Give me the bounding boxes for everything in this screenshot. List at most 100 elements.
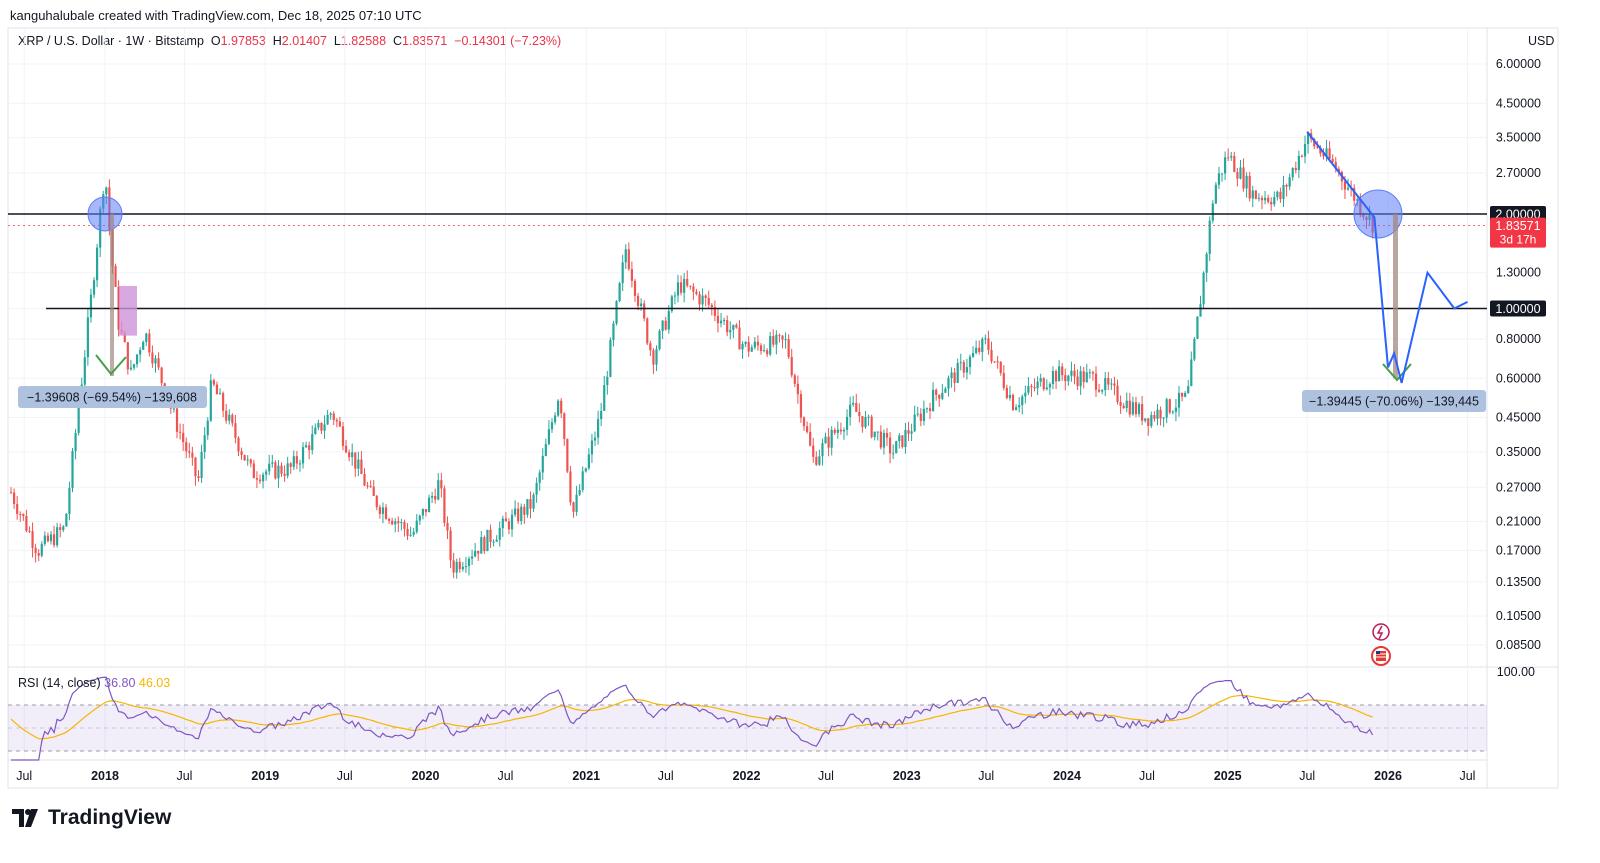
candle-body [1205,253,1208,273]
candle-body [529,499,532,509]
lightning-icon[interactable] [1372,623,1390,641]
candle-body [627,249,630,270]
candle-body [1254,190,1257,199]
candle-body [640,303,643,306]
price-tick-label: 0.60000 [1496,371,1541,385]
candle-body [326,414,329,425]
price-tick-label: 0.35000 [1496,445,1541,459]
candle-body [1011,394,1015,410]
candle-body [455,561,458,573]
candle-body [1119,402,1122,406]
candle-body [707,297,710,305]
candle-body [790,356,793,376]
horizontal-levels[interactable] [8,213,1487,310]
candle-body [1236,172,1239,179]
chart-frame [7,27,1559,789]
drawings[interactable]: −1.39608 (−69.54%) −139,608 −1.39445 (−70… [18,131,1486,412]
candle-body [1184,392,1187,397]
candle-body [544,444,547,456]
candle-body [458,561,461,570]
candle-body [185,442,188,452]
candle-body [46,535,50,542]
candle-body [759,345,763,352]
candle-body [581,471,584,490]
candle-body [228,414,231,421]
price-axis[interactable]: 6.00000 4.50000 3.50000 2.70000 1.30000 0.800… [1496,57,1541,679]
candle-body [898,435,901,442]
candle-body [1331,158,1334,162]
candle-body [292,456,295,467]
candle-body [9,492,13,494]
candle-body [538,472,541,483]
candle-body [609,339,612,377]
candle-body [92,280,96,295]
candle-body [990,349,993,362]
candle-body [775,334,778,345]
candle-body [1088,372,1091,374]
measure-label-box-2025 [1302,390,1486,412]
candle-body [1270,201,1273,205]
candle-body [630,269,633,281]
measure-bar-2018 [110,213,114,377]
candle-body [596,419,600,438]
time-axis[interactable]: Jul 2018 Jul 2019 Jul 2020 Jul 2021 Jul 2022 Jul 20… [16,769,1475,783]
open-label: O [210,34,221,48]
candle-body [987,338,990,350]
candle-body [304,445,308,448]
candle-body [452,560,455,573]
candle-body [679,282,683,293]
tradingview-logo[interactable]: TradingView [12,806,171,830]
candle-body [1082,371,1085,383]
candle-body [526,499,529,515]
candle-body [1220,173,1224,175]
current-price-value: 1.83571 [1495,219,1540,233]
rsi-lines [10,676,1374,761]
candle-body [37,553,40,556]
us-flag-icon[interactable] [1371,646,1391,666]
symbol-title[interactable]: XRP / U.S. Dollar · 1W · Bitstamp [18,34,204,48]
candle-body [320,422,323,431]
candle-body [919,413,922,421]
candle-body [578,489,581,495]
candle-body [89,294,93,318]
candle-body [1217,173,1221,185]
candle-body [1224,157,1227,174]
candle-body [1346,187,1350,190]
candle-body [1085,372,1088,383]
candle-body [1051,371,1055,385]
candle-body [621,262,624,284]
candle-body [1187,386,1190,393]
candle-body [557,400,560,416]
candle-body [587,454,590,469]
rsi-value: 36.80 [104,676,136,690]
candle-body [560,400,563,414]
currency-selector[interactable]: USD [1528,34,1555,48]
candle-body [1128,400,1131,415]
price-tick-label: 0.17000 [1496,543,1541,557]
rsi-legend[interactable]: RSI (14, close) 36.80 46.03 [18,676,170,690]
candle-body [541,455,544,473]
candle-body [123,332,126,343]
candle-body [1199,304,1202,317]
candle-body [215,384,219,395]
candle-body [175,408,179,432]
candle-body [606,376,609,386]
candle-body [1153,415,1156,419]
candle-body [1027,386,1030,393]
candle-body [135,354,139,365]
candle-body [56,527,59,546]
candle-body [1196,316,1199,339]
candle-body [114,266,117,287]
candle-body [956,363,959,383]
candle-body [941,392,944,399]
candle-body [1002,373,1005,388]
candle-body [517,508,520,522]
candle-body [274,462,277,479]
projection-path [1306,131,1468,384]
candle-body [246,459,249,461]
candle-body [1193,338,1196,360]
candle-body [993,361,996,363]
candle-body [753,341,756,348]
candle-body [935,389,938,395]
